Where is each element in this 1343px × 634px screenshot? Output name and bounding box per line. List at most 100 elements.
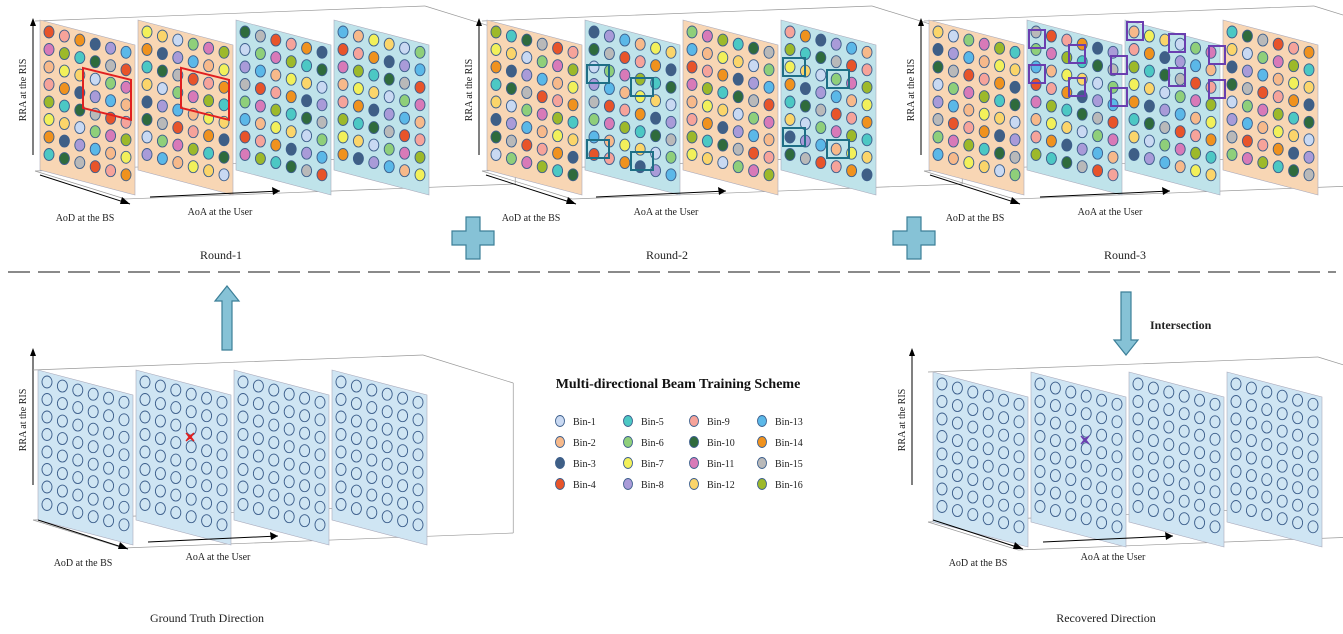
grid-dot bbox=[105, 41, 117, 55]
legend: Bin-1 Bin-2 Bin-3 Bin-4 Bin-5 Bin-6 Bin-7 Bin-8… bbox=[555, 415, 803, 491]
grid-dot bbox=[650, 94, 662, 108]
grid-dot bbox=[203, 146, 215, 160]
grid-dot bbox=[239, 113, 251, 126]
grid-dot bbox=[1096, 446, 1108, 460]
grid-dot bbox=[846, 41, 858, 55]
grid-dot bbox=[383, 37, 395, 51]
round2-panel: RRA at the RIS AoD at the BS AoA at the Us… bbox=[464, 5, 963, 224]
grid-dot bbox=[1049, 469, 1061, 483]
grid-dot bbox=[1045, 29, 1057, 43]
grid-dot bbox=[1190, 94, 1202, 108]
grid-dot bbox=[156, 152, 168, 166]
rra-axis-label: RRA at the RIS bbox=[18, 59, 29, 122]
grid-dot bbox=[254, 134, 266, 148]
grid-dot bbox=[665, 80, 677, 94]
grid-dot bbox=[1128, 43, 1140, 56]
grid-dot bbox=[216, 483, 228, 497]
grid-dot bbox=[1230, 500, 1242, 513]
grid-dot bbox=[830, 55, 842, 69]
grid-dot bbox=[352, 99, 364, 113]
plus-icon-1 bbox=[451, 216, 495, 260]
grid-dot bbox=[567, 133, 579, 147]
grid-dot bbox=[187, 72, 199, 86]
grid-dot bbox=[1178, 407, 1190, 421]
legend-swatch bbox=[555, 436, 565, 448]
grid-dot bbox=[603, 47, 615, 61]
round2-highlight bbox=[630, 151, 654, 171]
grid-dot bbox=[72, 418, 84, 432]
grid-dot bbox=[1276, 494, 1288, 508]
grid-dot bbox=[1190, 41, 1202, 55]
grid-dot bbox=[1205, 133, 1217, 147]
grid-dot bbox=[268, 401, 280, 415]
grid-dot bbox=[799, 29, 811, 43]
grid-dot bbox=[951, 469, 963, 483]
grid-dot bbox=[314, 518, 326, 532]
grid-dot bbox=[717, 51, 729, 65]
grid-dot bbox=[89, 125, 101, 139]
grid-dot bbox=[1009, 45, 1021, 59]
grid-dot bbox=[201, 479, 213, 493]
grid-dot bbox=[283, 405, 295, 419]
grid-dot bbox=[283, 510, 295, 524]
grid-dot bbox=[1143, 99, 1155, 113]
legend-swatch bbox=[623, 436, 633, 448]
grid-dot bbox=[103, 479, 115, 493]
grid-dot bbox=[1245, 451, 1257, 465]
grid-dot bbox=[170, 488, 182, 502]
grid-dot bbox=[963, 68, 975, 82]
grid-dot bbox=[1303, 150, 1315, 164]
grid-dot bbox=[201, 444, 213, 458]
grid-dot bbox=[397, 496, 409, 510]
grid-dot bbox=[1065, 403, 1077, 417]
grid-dot bbox=[335, 498, 347, 511]
grid-dot bbox=[1205, 63, 1217, 77]
grid-dot bbox=[58, 47, 70, 61]
grid-dot bbox=[1128, 130, 1140, 144]
grid-dot bbox=[1080, 424, 1092, 438]
round2-highlight bbox=[826, 139, 850, 159]
legend-swatch bbox=[623, 478, 633, 490]
round3-highlight bbox=[1126, 21, 1144, 41]
legend-label: Bin-2 bbox=[573, 438, 596, 449]
grid-dot bbox=[588, 95, 600, 109]
grid-dot bbox=[521, 51, 533, 65]
grid-dot bbox=[994, 129, 1006, 143]
grid-dot bbox=[998, 393, 1010, 407]
grid-dot bbox=[686, 78, 698, 91]
grid-dot bbox=[414, 115, 426, 129]
grid-dot bbox=[1209, 432, 1221, 446]
grid-dot bbox=[1174, 90, 1186, 104]
grid-dot bbox=[552, 129, 564, 143]
grid-dot bbox=[201, 461, 213, 475]
grid-dot bbox=[1272, 107, 1284, 121]
grid-dot bbox=[185, 405, 197, 419]
grid-dot bbox=[368, 68, 380, 82]
grid-dot bbox=[967, 455, 979, 469]
grid-dot bbox=[283, 492, 295, 506]
grid-dot bbox=[1076, 142, 1088, 156]
grid-dot bbox=[936, 465, 948, 478]
grid-dot bbox=[285, 142, 297, 156]
grid-dot bbox=[650, 129, 662, 143]
grid-dot bbox=[588, 78, 600, 91]
recovered-caption: Recovered Direction bbox=[1056, 611, 1156, 625]
grid-dot bbox=[1209, 450, 1221, 464]
grid-dot bbox=[588, 25, 600, 39]
grid-dot bbox=[285, 90, 297, 104]
grid-dot bbox=[665, 115, 677, 129]
grid-dot bbox=[748, 129, 760, 143]
round3-highlight bbox=[1110, 87, 1128, 107]
grid-dot bbox=[1034, 465, 1046, 478]
grid-dot bbox=[1209, 415, 1221, 429]
grid-dot bbox=[1045, 99, 1057, 113]
grid-dot bbox=[56, 467, 68, 481]
grid-dot bbox=[1045, 134, 1057, 148]
legend-swatch bbox=[623, 457, 633, 469]
grid-dot bbox=[982, 512, 994, 526]
grid-dot bbox=[1230, 412, 1242, 426]
grid-dot bbox=[951, 399, 963, 413]
grid-dot bbox=[218, 63, 230, 77]
grid-dot bbox=[301, 41, 313, 55]
grid-dot bbox=[172, 121, 184, 135]
